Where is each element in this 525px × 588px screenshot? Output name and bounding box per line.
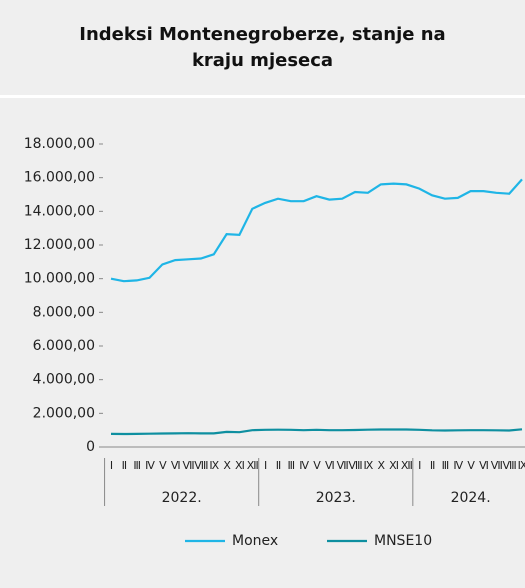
x-tick-label: III	[287, 459, 294, 472]
x-tick-label: IV	[145, 459, 155, 472]
x-tick-label: II	[122, 459, 127, 472]
series-line	[110, 428, 523, 436]
x-tick-label: I	[110, 459, 113, 472]
x-tick-label: VIII	[348, 459, 362, 472]
x-tick-label: IX	[363, 459, 373, 472]
x-tick-label: VIII	[503, 459, 517, 472]
group-label: 2022.	[162, 490, 202, 506]
x-tick-label: XII	[401, 459, 413, 472]
y-tick-label: 12.000,00	[24, 237, 95, 253]
y-tick-label: 6.000,00	[33, 338, 95, 354]
x-tick-label: VIII	[194, 459, 208, 472]
x-tick-label: II	[276, 459, 281, 472]
x-tick-label: XII	[247, 459, 259, 472]
x-tick-label: II	[430, 459, 435, 472]
x-tick-label: V	[159, 459, 167, 472]
x-tick-label: VI	[325, 459, 335, 472]
x-tick-label: IV	[299, 459, 309, 472]
x-tick-label: X	[377, 459, 385, 472]
x-tick-label: III	[442, 459, 449, 472]
y-tick-label: 16.000,00	[24, 170, 95, 186]
x-tick-label: IX	[209, 459, 219, 472]
y-tick-label: 8.000,00	[33, 304, 95, 320]
x-tick-label: V	[467, 459, 475, 472]
y-tick-label: 18.000,00	[24, 136, 95, 152]
x-tick-label: XI	[235, 459, 245, 472]
x-tick-label: IV	[453, 459, 463, 472]
x-tick-label: VII	[337, 459, 349, 472]
x-tick-label: VI	[171, 459, 181, 472]
x-tick-label: V	[313, 459, 321, 472]
y-tick-label: 2.000,00	[33, 405, 95, 421]
x-tick-label: VII	[491, 459, 503, 472]
series-line	[110, 178, 523, 283]
x-tick-label: X	[223, 459, 231, 472]
x-tick-label: III	[133, 459, 140, 472]
x-tick-label: IX	[518, 459, 525, 472]
group-label: 2023.	[316, 490, 356, 506]
x-tick-label: I	[264, 459, 267, 472]
title-bar: Indeksi Montenegroberze, stanje na kraju…	[0, 0, 525, 98]
x-tick-label: XI	[389, 459, 399, 472]
legend-label: Monex	[232, 533, 278, 549]
x-tick-label: VII	[183, 459, 195, 472]
x-tick-label: VI	[479, 459, 489, 472]
y-tick-label: 4.000,00	[33, 372, 95, 388]
x-tick-label: I	[418, 459, 421, 472]
legend-label: MNSE10	[374, 533, 432, 549]
chart-title: Indeksi Montenegroberze, stanje na kraju…	[79, 23, 446, 71]
y-tick-label: 0	[86, 439, 95, 455]
group-label: 2024.	[451, 490, 491, 506]
y-tick-label: 10.000,00	[24, 271, 95, 287]
y-tick-label: 14.000,00	[24, 203, 95, 219]
